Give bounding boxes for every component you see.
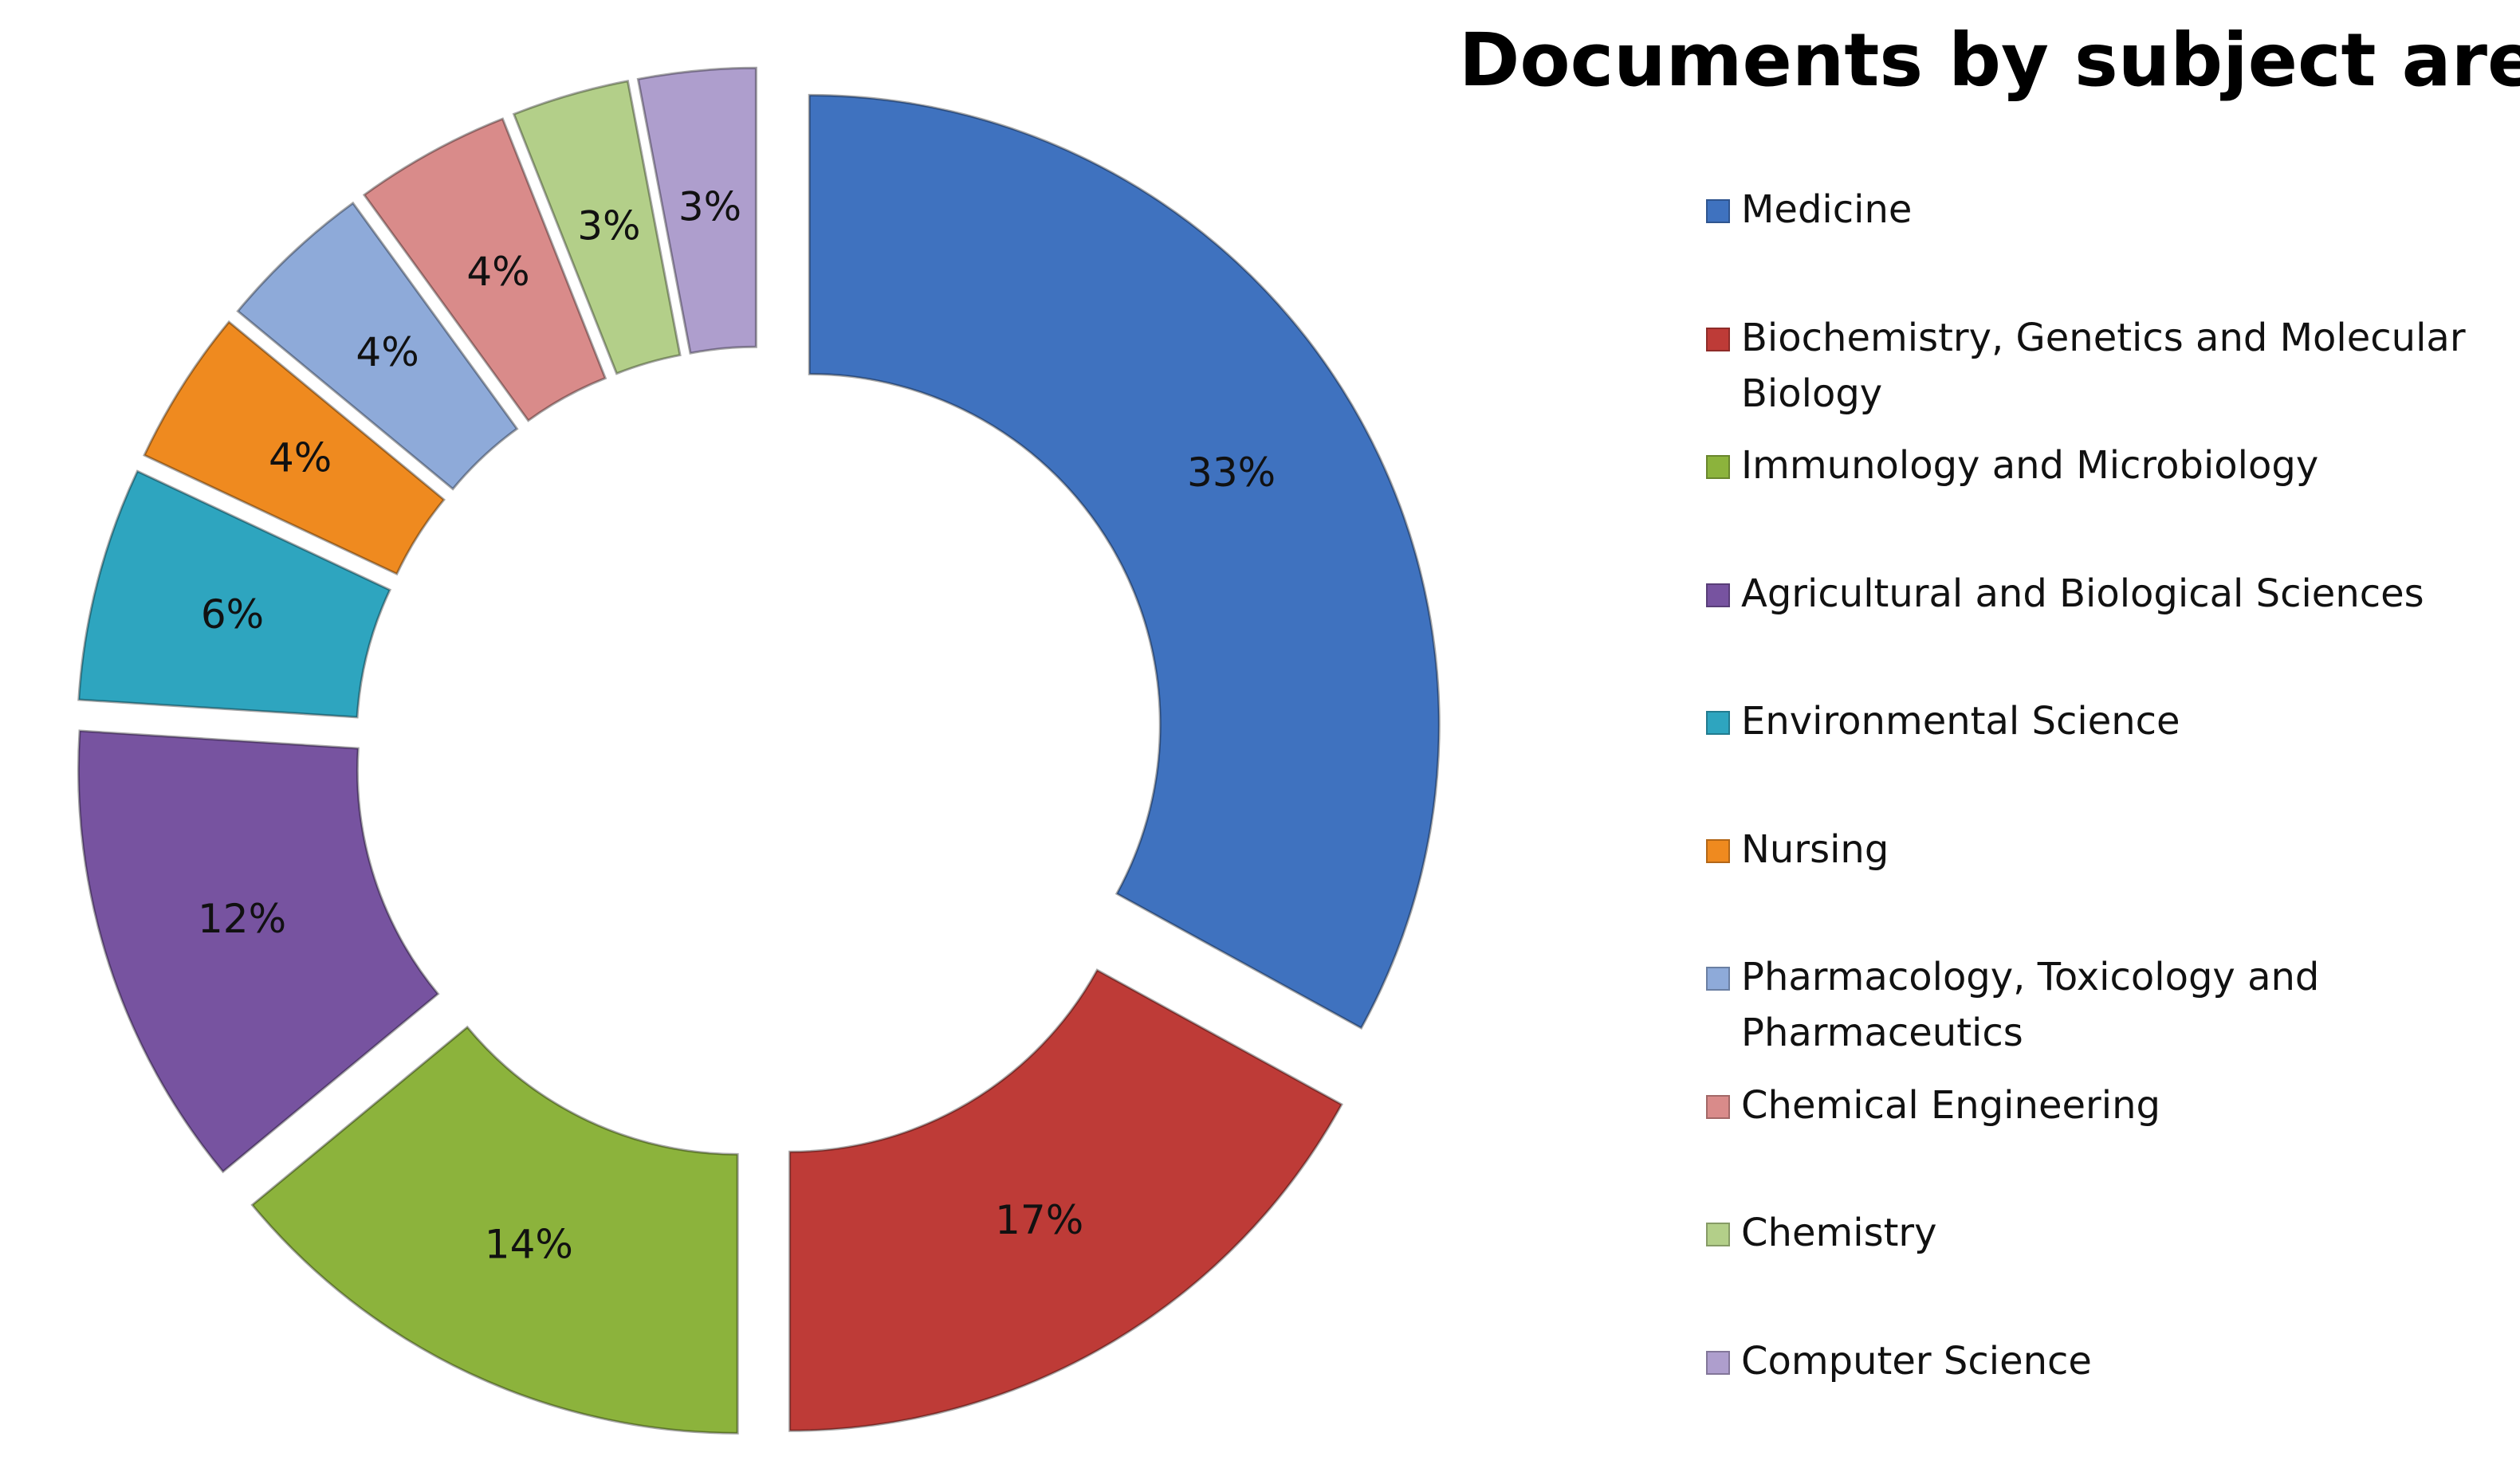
legend-label: Nursing <box>1741 826 1889 872</box>
legend-label: Chemistry <box>1741 1211 1937 1255</box>
legend-swatch <box>1706 838 1730 863</box>
data-label: 12% <box>198 896 286 942</box>
legend-label: Pharmacology, Toxicology and Pharmaceuti… <box>1741 955 2320 1055</box>
legend-label: Computer Science <box>1741 1338 2092 1384</box>
legend-label: Immunology and Microbiology <box>1741 443 2319 488</box>
legend-swatch <box>1706 1350 1730 1375</box>
donut-slice <box>636 66 757 355</box>
donut-slice <box>77 729 440 1174</box>
chart-title: Documents by subject area <box>1459 18 2520 103</box>
legend-swatch <box>1706 711 1730 735</box>
legend-swatch <box>1706 1223 1730 1246</box>
donut-plot: 33% 17% 14% 12% 6% 4% 4% 4% 3% 3% <box>77 66 1441 1435</box>
donut-slice <box>236 201 519 491</box>
legend-swatch <box>1706 455 1730 479</box>
legend-label: Environmental Science <box>1741 699 2180 744</box>
data-label: 3% <box>577 203 640 249</box>
donut-slice <box>808 93 1441 1030</box>
data-label: 4% <box>269 434 332 481</box>
legend-swatch <box>1706 1094 1730 1119</box>
legend-label: Chemical Engineering <box>1741 1082 2160 1128</box>
donut-slice <box>77 469 392 719</box>
data-label: 4% <box>356 329 419 375</box>
donut-slice <box>250 1025 739 1435</box>
donut-slice <box>143 320 446 576</box>
donut-slice <box>512 80 682 375</box>
legend-label: Medicine <box>1741 187 1913 232</box>
data-label: 4% <box>466 249 529 295</box>
data-label: 14% <box>485 1221 573 1267</box>
donut-slice <box>362 117 607 422</box>
data-label: 3% <box>678 184 741 230</box>
legend-label: Biochemistry, Genetics and Molecular Bio… <box>1741 315 2466 416</box>
legend-swatch <box>1706 967 1730 991</box>
data-label: 17% <box>995 1197 1083 1243</box>
legend-swatch <box>1706 583 1730 607</box>
legend-swatch <box>1706 199 1730 223</box>
data-label: 6% <box>201 591 264 638</box>
legend-label: Agricultural and Biological Sciences <box>1741 571 2424 616</box>
donut-slice <box>788 968 1343 1432</box>
legend-swatch <box>1706 327 1730 351</box>
data-label: 33% <box>1187 449 1276 496</box>
